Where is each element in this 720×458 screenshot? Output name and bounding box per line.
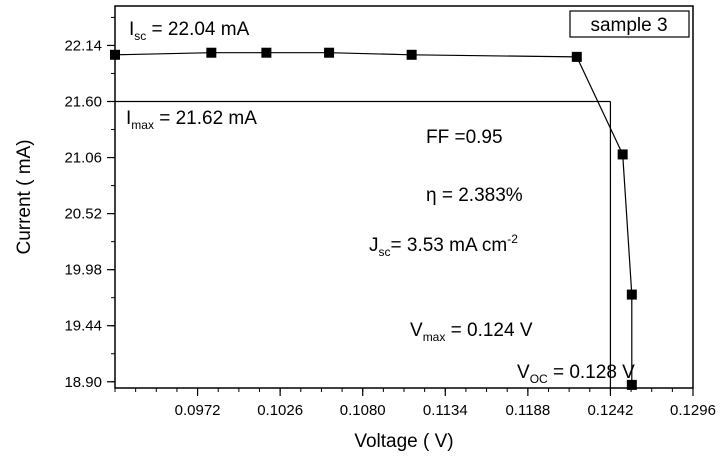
data-point	[406, 49, 417, 60]
data-point	[110, 49, 120, 60]
y-tick-label: 19.44	[64, 318, 102, 335]
data-points	[110, 47, 637, 390]
x-tick-label: 0.1242	[587, 402, 633, 419]
data-point	[617, 149, 628, 160]
x-tick-label: 0.1134	[423, 402, 468, 419]
vmax-annotation: Vmax = 0.124 V	[410, 320, 533, 344]
plot-frame	[114, 5, 694, 389]
legend-label: sample 3	[590, 15, 667, 36]
y-tick-label: 19.98	[64, 262, 102, 279]
jsc-annotation: Jsc= 3.53 mA cm-2	[369, 232, 518, 259]
y-tick-label: 20.52	[64, 206, 102, 223]
imax-annotation: Imax = 21.62 mA	[126, 108, 257, 132]
ff-annotation: FF =0.95	[426, 127, 503, 148]
data-point	[206, 47, 217, 58]
series-line	[114, 52, 633, 385]
x-tick-label: 0.1026	[257, 402, 303, 419]
isc-annotation: Isc = 22.04 mA	[129, 19, 250, 43]
y-tick-label: 21.60	[64, 94, 102, 111]
x-axis-label: Voltage ( V)	[354, 431, 453, 452]
x-tick-label: 0.1296	[670, 402, 716, 419]
x-axis-ticks: 0.0972 0.1026 0.1080 0.1134 0.1188 0.1242 0.12…	[114, 388, 716, 419]
x-tick-label: 0.1080	[340, 402, 386, 419]
y-axis-ticks: 18.90 19.44 19.98 20.52 21.06 21.60 22.14	[64, 16, 115, 391]
efficiency-annotation: η = 2.383%	[426, 185, 523, 206]
voc-annotation: VOC = 0.128 V	[517, 362, 635, 386]
data-point	[571, 51, 582, 62]
x-tick-label: 0.1188	[505, 402, 550, 419]
y-tick-label: 18.90	[64, 374, 102, 391]
data-point	[626, 379, 637, 390]
legend-box	[569, 10, 690, 38]
y-tick-label: 22.14	[64, 37, 102, 54]
data-point	[261, 47, 272, 58]
data-point	[324, 47, 335, 58]
x-tick-label: 0.0972	[175, 402, 221, 419]
y-tick-label: 21.06	[64, 150, 102, 167]
data-point	[626, 289, 637, 300]
y-axis-label: Current ( mA)	[14, 139, 35, 254]
